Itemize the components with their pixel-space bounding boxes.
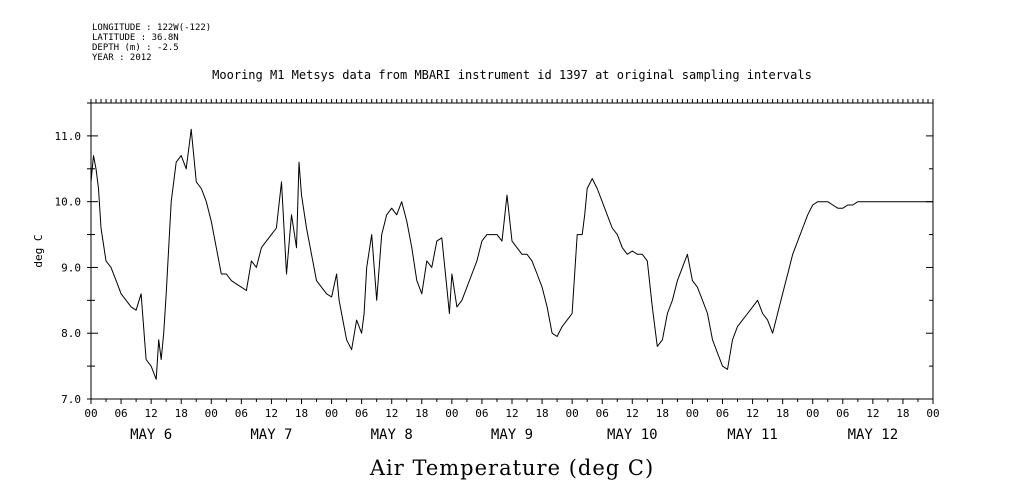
- x-tick-label: 00: [445, 407, 458, 420]
- x-tick-label: 06: [235, 407, 248, 420]
- chart-title: Mooring M1 Metsys data from MBARI instru…: [212, 68, 812, 82]
- day-label: MAY 11: [727, 427, 778, 443]
- header-longitude: LONGITUDE : 122W(-122): [92, 23, 211, 33]
- x-tick-label: 12: [746, 407, 759, 420]
- x-axis-label: Air Temperature (deg C): [369, 456, 654, 480]
- y-axis: 7.0 8.0 9.0 10.0 11.0: [55, 102, 933, 406]
- x-axis: 00 06 12 18 00 06 12 18 00 06 12 18 00 06 12 18 00 06 12 18…: [84, 399, 940, 443]
- x-tick-label: 06: [475, 407, 488, 420]
- x-tick-label: 00: [806, 407, 819, 420]
- day-label: MAY 6: [130, 427, 172, 443]
- x-tick-label: 06: [355, 407, 368, 420]
- x-tick-label: 06: [716, 407, 729, 420]
- y-axis-label: deg C: [32, 234, 45, 267]
- y-tick-label: 7.0: [61, 393, 81, 406]
- header-depth: DEPTH (m) : -2.5: [92, 43, 179, 53]
- x-tick-label: 00: [84, 407, 97, 420]
- y-tick-label: 10.0: [55, 196, 82, 209]
- x-tick-label: 06: [596, 407, 609, 420]
- x-tick-label: 00: [205, 407, 218, 420]
- x-tick-label: 00: [325, 407, 338, 420]
- y-tick-label: 9.0: [61, 261, 81, 274]
- x-tick-label: 00: [686, 407, 699, 420]
- x-tick-label: 12: [505, 407, 518, 420]
- x-tick-label: 18: [535, 407, 548, 420]
- header-year: YEAR : 2012: [92, 53, 152, 63]
- x-tick-label: 12: [626, 407, 639, 420]
- x-tick-label: 18: [415, 407, 428, 420]
- day-label: MAY 10: [607, 427, 658, 443]
- day-label: MAY 8: [371, 427, 413, 443]
- y-tick-label: 8.0: [61, 327, 81, 340]
- x-tick-label: 06: [836, 407, 849, 420]
- day-label: MAY 9: [491, 427, 533, 443]
- x-tick-label: 12: [145, 407, 158, 420]
- day-label: MAY 7: [250, 427, 292, 443]
- x-tick-label: 18: [776, 407, 789, 420]
- header-latitude: LATITUDE : 36.8N: [92, 33, 179, 43]
- x-tick-label: 06: [114, 407, 127, 420]
- x-tick-label: 00: [926, 407, 939, 420]
- series-layer: [90, 128, 933, 380]
- x-tick-label: 18: [896, 407, 909, 420]
- x-tick-label: 12: [265, 407, 278, 420]
- x-tick-label: 18: [295, 407, 308, 420]
- x-tick-label: 18: [175, 407, 188, 420]
- x-tick-label: 12: [866, 407, 879, 420]
- x-tick-label: 18: [656, 407, 669, 420]
- series-line: [90, 128, 933, 380]
- x-tick-label: 12: [385, 407, 398, 420]
- x-tick-label: 00: [566, 407, 579, 420]
- y-tick-label: 11.0: [55, 130, 82, 143]
- top-minor-ticks: [90, 99, 934, 103]
- day-label: MAY 12: [848, 427, 899, 443]
